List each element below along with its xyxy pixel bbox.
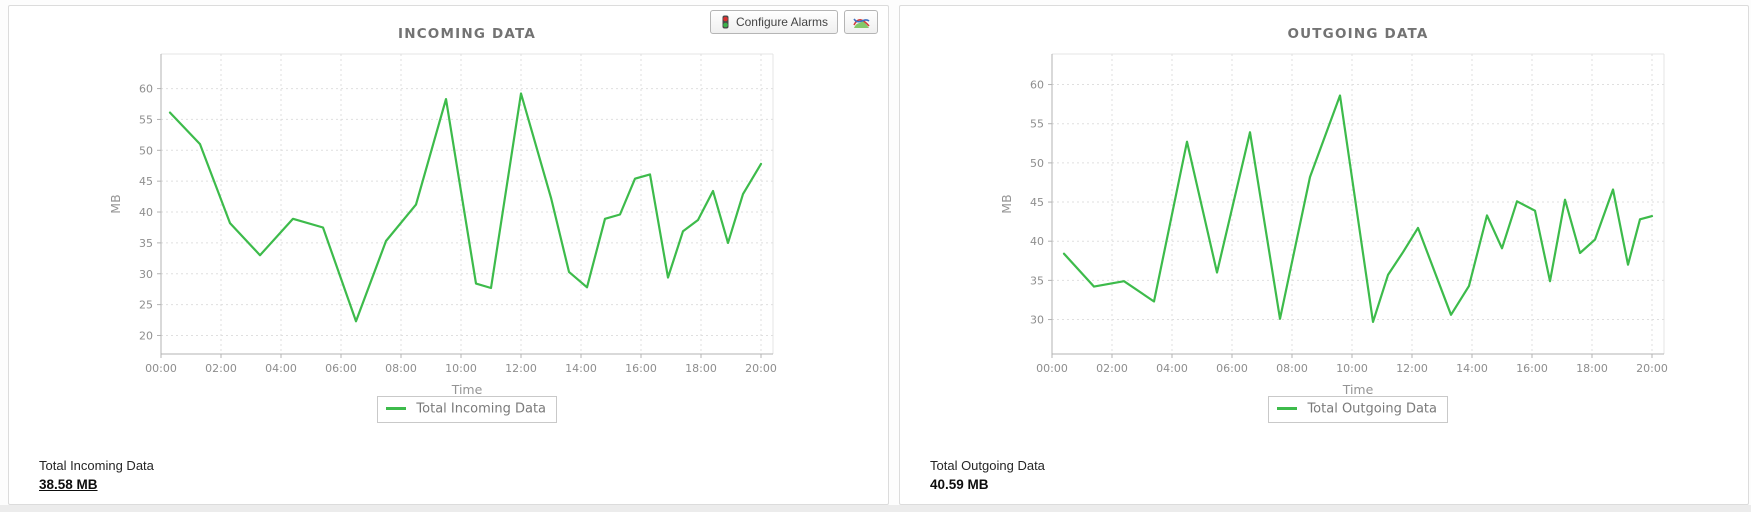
incoming-chart-svg: 20 25 30 35 40 45 50 55 60 00:00 02:00 04:00 06:00 08…: [108, 53, 777, 397]
incoming-legend: Total Incoming Data: [161, 396, 773, 423]
outgoing-legend-box: Total Outgoing Data: [1268, 396, 1448, 423]
traffic-light-icon: [720, 15, 731, 29]
svg-text:MB: MB: [999, 194, 1014, 213]
svg-text:45: 45: [1030, 196, 1044, 209]
svg-text:60: 60: [1030, 79, 1044, 92]
area-chart-icon: [852, 16, 870, 29]
svg-text:02:00: 02:00: [1096, 362, 1128, 375]
incoming-summary-label: Total Incoming Data: [39, 458, 154, 473]
svg-text:00:00: 00:00: [1036, 362, 1068, 375]
chart-options-button[interactable]: [844, 10, 878, 34]
svg-text:45: 45: [139, 175, 153, 188]
legend-line-swatch: [1277, 407, 1297, 411]
svg-text:25: 25: [139, 299, 153, 312]
svg-text:Time: Time: [1342, 382, 1374, 397]
svg-text:14:00: 14:00: [565, 362, 597, 375]
svg-text:08:00: 08:00: [385, 362, 417, 375]
svg-text:12:00: 12:00: [1396, 362, 1428, 375]
svg-text:50: 50: [1030, 157, 1044, 170]
svg-text:30: 30: [1030, 314, 1044, 327]
svg-text:35: 35: [1030, 274, 1044, 287]
svg-text:60: 60: [139, 83, 153, 96]
outgoing-chart-svg: 30 35 40 45 50 55 60 00:00 02:00 04:00 06:00 08:00 1…: [999, 53, 1668, 397]
svg-text:10:00: 10:00: [445, 362, 477, 375]
incoming-summary: Total Incoming Data 38.58 MB: [39, 458, 154, 492]
svg-text:20:00: 20:00: [1636, 362, 1668, 375]
outgoing-summary-value-link[interactable]: 40.59 MB: [930, 477, 989, 492]
outgoing-legend: Total Outgoing Data: [1052, 396, 1664, 423]
svg-text:40: 40: [139, 206, 153, 219]
svg-text:12:00: 12:00: [505, 362, 537, 375]
svg-text:04:00: 04:00: [1156, 362, 1188, 375]
page-bottom-strip: [0, 505, 1751, 512]
svg-text:06:00: 06:00: [325, 362, 357, 375]
svg-text:18:00: 18:00: [685, 362, 717, 375]
svg-text:35: 35: [139, 237, 153, 250]
legend-line-swatch: [385, 407, 406, 411]
svg-text:20:00: 20:00: [745, 362, 777, 375]
incoming-legend-box: Total Incoming Data: [376, 396, 558, 423]
svg-text:16:00: 16:00: [625, 362, 657, 375]
svg-text:16:00: 16:00: [1516, 362, 1548, 375]
outgoing-summary: Total Outgoing Data 40.59 MB: [930, 458, 1045, 492]
svg-text:14:00: 14:00: [1456, 362, 1488, 375]
svg-text:00:00: 00:00: [145, 362, 177, 375]
outgoing-legend-label: Total Outgoing Data: [1307, 401, 1437, 417]
svg-text:04:00: 04:00: [265, 362, 297, 375]
outgoing-chart-title: OUTGOING DATA: [1287, 26, 1429, 42]
svg-text:30: 30: [139, 268, 153, 281]
incoming-data-widget: Configure Alarms INCOMING DATA 20 25 30 35 4…: [8, 5, 889, 505]
incoming-summary-value-link[interactable]: 38.58 MB: [39, 477, 98, 492]
outgoing-summary-label: Total Outgoing Data: [930, 458, 1045, 473]
svg-text:06:00: 06:00: [1216, 362, 1248, 375]
svg-text:18:00: 18:00: [1576, 362, 1608, 375]
incoming-legend-label: Total Incoming Data: [416, 401, 547, 417]
configure-alarms-label: Configure Alarms: [735, 15, 828, 29]
svg-text:50: 50: [139, 144, 153, 157]
outgoing-data-widget: OUTGOING DATA 30 35 40 45 50 55 60 00:00 02:00 04…: [899, 5, 1749, 505]
svg-text:Time: Time: [451, 382, 483, 397]
svg-text:40: 40: [1030, 235, 1044, 248]
svg-text:55: 55: [139, 113, 153, 126]
svg-text:55: 55: [1030, 118, 1044, 131]
svg-text:MB: MB: [108, 194, 123, 213]
configure-alarms-button[interactable]: Configure Alarms: [709, 10, 838, 34]
svg-text:10:00: 10:00: [1336, 362, 1368, 375]
incoming-chart-title: INCOMING DATA: [397, 26, 537, 42]
svg-text:20: 20: [139, 329, 153, 342]
svg-text:02:00: 02:00: [205, 362, 237, 375]
svg-text:08:00: 08:00: [1276, 362, 1308, 375]
